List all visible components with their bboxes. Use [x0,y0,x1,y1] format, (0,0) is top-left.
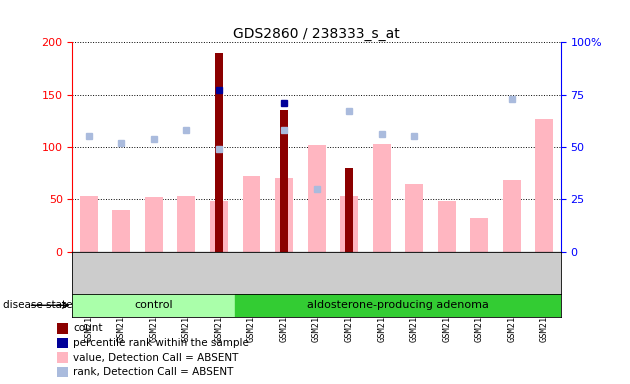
Text: rank, Detection Call = ABSENT: rank, Detection Call = ABSENT [73,367,234,377]
Bar [340,196,358,252]
Bar [243,176,260,252]
Bar [280,110,288,252]
Text: control: control [135,300,173,310]
Text: count: count [73,323,103,333]
Bar [438,201,455,252]
Bar [536,119,553,252]
Bar [345,168,353,252]
Bar [72,294,235,317]
Bar [503,180,521,252]
Bar [373,144,391,252]
Bar [307,145,326,252]
Bar [178,196,195,252]
Bar [145,197,163,252]
Text: disease state: disease state [3,300,72,310]
Bar [275,178,293,252]
Bar [210,201,228,252]
Bar [235,294,561,317]
Text: value, Detection Call = ABSENT: value, Detection Call = ABSENT [73,353,238,362]
Bar [215,53,223,252]
Text: aldosterone-producing adenoma: aldosterone-producing adenoma [307,300,489,310]
Title: GDS2860 / 238333_s_at: GDS2860 / 238333_s_at [233,27,400,41]
Text: percentile rank within the sample: percentile rank within the sample [73,338,249,348]
Bar [80,196,98,252]
Bar [405,184,423,252]
Bar [112,210,130,252]
Bar [471,218,488,252]
